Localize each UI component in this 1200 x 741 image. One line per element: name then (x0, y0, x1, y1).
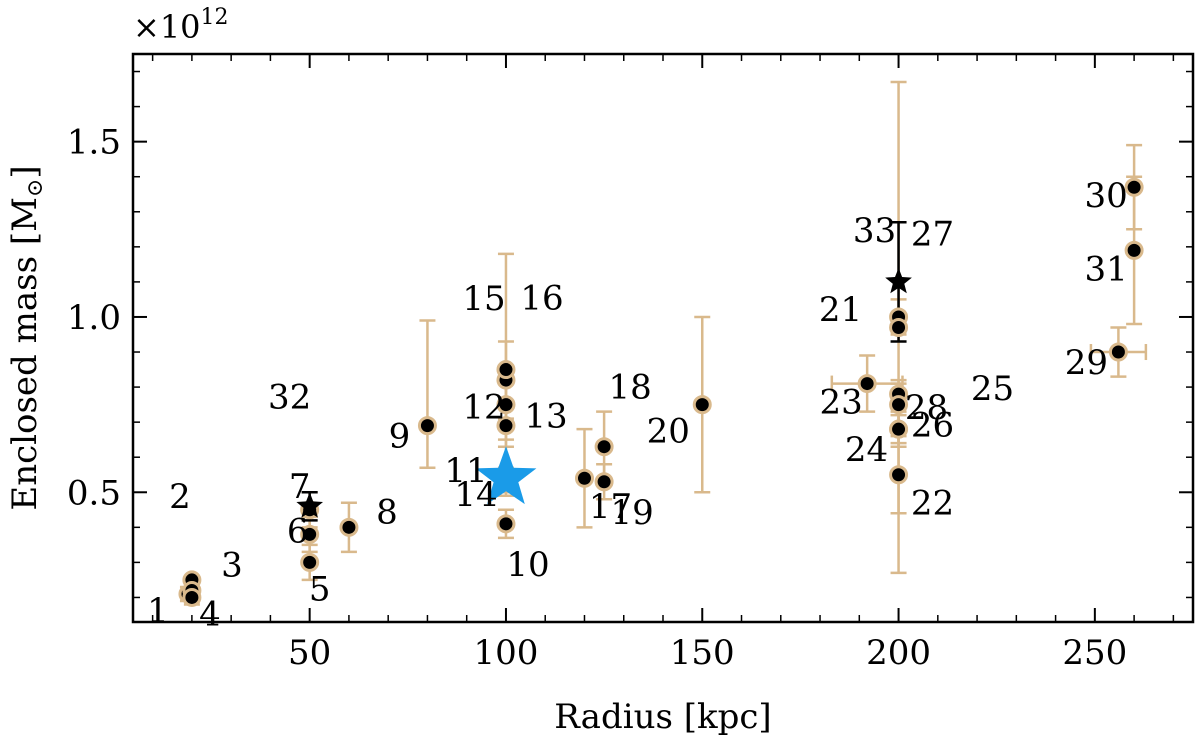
data-point (574, 468, 594, 488)
point-label: 31 (1084, 249, 1127, 289)
point-label: 25 (971, 369, 1014, 409)
data-point (889, 419, 909, 439)
data-point (889, 395, 909, 415)
data-point (594, 472, 614, 492)
point-label: 23 (820, 383, 863, 423)
data-point (339, 517, 359, 537)
y-axis-title-main: Enclosed mass [M (5, 197, 45, 511)
x-tick-label: 250 (1062, 633, 1127, 673)
point-label: 14 (454, 475, 497, 515)
data-point (496, 514, 516, 534)
data-point (1108, 342, 1128, 362)
point-label: 27 (911, 214, 954, 254)
data-point (889, 465, 909, 485)
point-label: 12 (462, 388, 505, 428)
x-tick-label: 100 (474, 633, 539, 673)
x-tick-label: 200 (866, 633, 931, 673)
point-label: 15 (462, 279, 505, 319)
point-label: 20 (647, 412, 690, 452)
data-point (300, 524, 320, 544)
point-label: 13 (524, 397, 567, 437)
point-label: 9 (389, 417, 411, 457)
point-label: 22 (911, 484, 954, 524)
point-label: 8 (376, 492, 398, 532)
data-point (594, 437, 614, 457)
plot-frame (131, 52, 1195, 624)
x-tick-label: 50 (288, 633, 331, 673)
data-point (496, 395, 516, 415)
data-point (496, 360, 516, 380)
point-label: 32 (268, 377, 311, 417)
y-tick-label: 1.0 (67, 298, 121, 338)
point-label: 24 (845, 430, 888, 470)
data-point (1124, 177, 1144, 197)
x-axis-title: Radius [kpc] (554, 697, 771, 737)
point-label: 5 (309, 569, 331, 609)
point-label: 21 (819, 290, 862, 330)
y-axis-title-symbol: ⊙ (23, 179, 48, 197)
data-point (182, 587, 202, 607)
point-label: 11 (444, 451, 487, 491)
point-label: 17 (589, 487, 632, 527)
y-tick-label: 0.5 (67, 473, 121, 513)
point-label: 3 (221, 545, 243, 585)
black-star-marker (296, 492, 323, 518)
point-label: 29 (1065, 343, 1108, 383)
point-label: 19 (610, 493, 653, 533)
data-point (692, 395, 712, 415)
data-point (889, 317, 909, 337)
point-label: 26 (911, 406, 954, 446)
y-multiplier-base: ×10 (133, 8, 201, 46)
point-label: 16 (520, 279, 563, 319)
data-point (300, 552, 320, 572)
point-label: 28 (905, 388, 948, 428)
point-label: 30 (1084, 176, 1127, 216)
point-label: 2 (169, 477, 191, 517)
point-label: 10 (506, 545, 549, 585)
point-label: 6 (287, 511, 309, 551)
x-tick-label: 150 (670, 633, 735, 673)
y-axis-title-suffix: ] (5, 165, 45, 178)
y-multiplier: ×1012 (133, 5, 229, 46)
errorbar-layer (179, 80, 1148, 606)
point-label: 18 (608, 368, 651, 408)
marker-layer (178, 177, 1144, 607)
data-point (496, 416, 516, 436)
black-star-marker (885, 267, 912, 294)
point-label: 7 (289, 467, 311, 507)
highlight-star-marker (475, 446, 537, 505)
data-point (417, 416, 437, 436)
data-point (857, 374, 877, 394)
data-point (1124, 240, 1144, 260)
y-multiplier-exponent: 12 (201, 5, 229, 30)
y-tick-label: 1.5 (67, 123, 121, 163)
point-label: 4 (199, 594, 221, 634)
y-axis-title: Enclosed mass [M⊙] (5, 165, 48, 510)
point-label: 33 (853, 211, 896, 251)
point-label: 1 (147, 591, 169, 631)
